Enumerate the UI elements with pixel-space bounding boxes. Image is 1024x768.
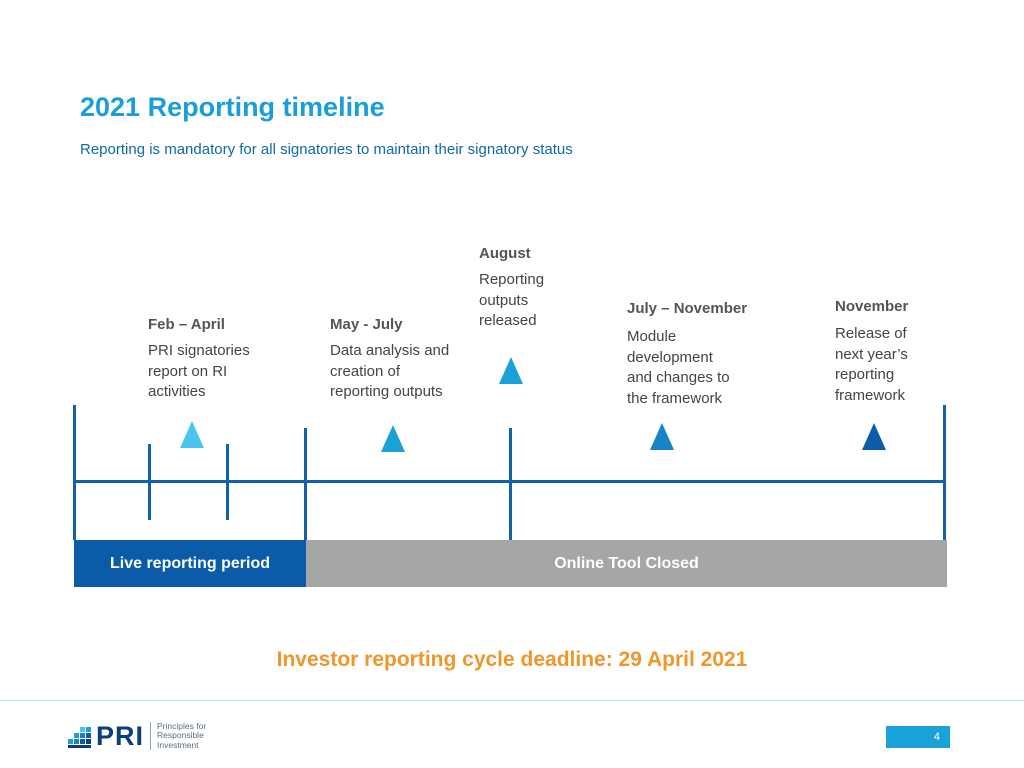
timeline-live-end-tick	[304, 428, 307, 540]
pri-logo-squares-icon	[68, 727, 91, 748]
phase-august-description: Reporting outputs released	[479, 271, 545, 329]
timeline-tick	[226, 444, 229, 520]
phase-feb-april-heading: Feb – April	[148, 316, 225, 333]
timeline-end-tick	[943, 405, 946, 540]
marker-july-november-icon	[650, 423, 674, 450]
marker-november-icon	[862, 423, 886, 450]
page-title: 2021 Reporting timeline	[80, 92, 385, 122]
phase-july-november-description: Module development and changes to the fr…	[627, 328, 730, 407]
pri-logo-tagline: Principles for Responsible Investment	[157, 720, 207, 750]
online-tool-closed-bar: Online Tool Closed	[306, 540, 947, 587]
live-reporting-period-bar: Live reporting period	[74, 540, 306, 587]
timeline-august-tick	[509, 428, 512, 540]
logo-separator	[150, 722, 152, 750]
marker-august-icon	[499, 357, 523, 384]
phase-august-heading: August	[479, 245, 531, 262]
timeline-start-tick	[73, 405, 76, 540]
phase-july-november-heading: July – November	[627, 300, 748, 317]
marker-may-july-icon	[381, 425, 405, 452]
marker-feb-april-icon	[180, 421, 204, 448]
deadline-notice: Investor reporting cycle deadline: 29 Ap…	[276, 648, 748, 671]
phase-november-heading: November	[835, 298, 909, 315]
footer-divider	[0, 700, 1024, 701]
phase-feb-april-description: PRI signatories report on RI activities	[148, 342, 250, 400]
pri-logo-wordmark: PRI	[96, 720, 145, 751]
page-subtitle: Reporting is mandatory for all signatori…	[80, 141, 573, 158]
phase-may-july-description: Data analysis and creation of reporting …	[330, 342, 450, 400]
timeline-tick	[148, 444, 151, 520]
pri-logo: PRI Principles for Responsible Investmen…	[68, 720, 207, 751]
phase-may-july-heading: May - July	[330, 316, 403, 333]
page-number: 4	[886, 726, 950, 748]
phase-november-description: Release of next year’s reporting framewo…	[835, 325, 908, 404]
